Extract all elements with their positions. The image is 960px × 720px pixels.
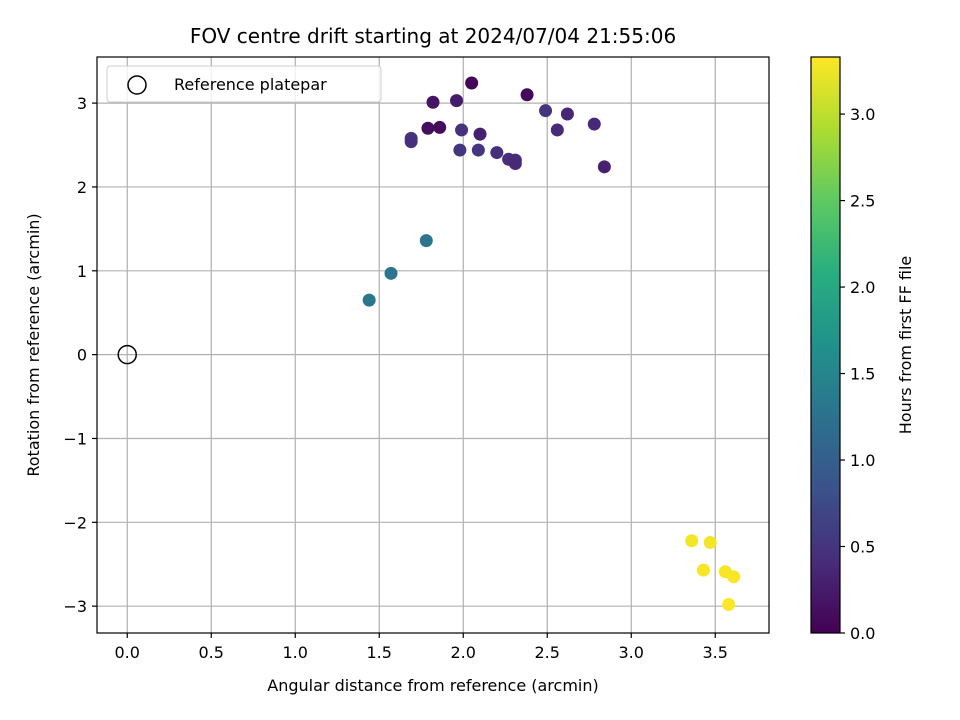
data-point [362, 293, 376, 307]
data-point [550, 123, 564, 137]
data-point [384, 266, 398, 280]
plot-frame [96, 56, 770, 634]
data-point [471, 143, 485, 157]
data-point [419, 234, 433, 248]
data-point [539, 104, 553, 118]
y-tick-label: 3 [77, 94, 87, 113]
y-tick-label: −1 [63, 429, 87, 448]
data-point [453, 143, 467, 157]
data-point [450, 94, 464, 108]
x-tick-label: 1.5 [367, 643, 392, 662]
data-point [597, 160, 611, 174]
legend: Reference platepar [106, 65, 382, 103]
colorbar-tick-label: 3.0 [850, 105, 875, 124]
plot-background [97, 57, 769, 633]
y-axis-title: Rotation from reference (arcmin) [24, 213, 43, 476]
grid-lines [97, 57, 769, 633]
y-tick-label: 0 [77, 346, 87, 365]
data-point [587, 117, 601, 131]
data-point [465, 76, 479, 90]
plot-area: 0.0 0.5 1.0 1.5 2.0 2.5 3.0 3.5 −3 −2 −1 0 1 2 3 Refe… [63, 56, 770, 662]
colorbar-tick-label: 2.5 [850, 192, 875, 211]
colorbar-tick-label: 1.0 [850, 451, 875, 470]
x-tick-label: 1.0 [283, 643, 308, 662]
data-point [508, 156, 522, 170]
x-axis-ticks: 0.0 0.5 1.0 1.5 2.0 2.5 3.0 3.5 [115, 633, 728, 662]
colorbar-ticks: 0.0 0.5 1.0 1.5 2.0 2.5 3.0 [840, 105, 875, 643]
data-point [490, 146, 504, 160]
colorbar-gradient [811, 57, 840, 633]
colorbar-label: Hours from first FF file [896, 256, 915, 435]
x-tick-label: 0.5 [199, 643, 224, 662]
data-point [520, 88, 534, 102]
y-tick-label: −3 [63, 597, 87, 616]
y-tick-label: 2 [77, 178, 87, 197]
colorbar: 0.0 0.5 1.0 1.5 2.0 2.5 3.0 Hours from first F… [810, 56, 915, 643]
x-tick-label: 2.5 [535, 643, 560, 662]
data-point [703, 535, 717, 549]
data-point [426, 95, 440, 109]
data-point [455, 123, 469, 137]
legend-label: Reference platepar [174, 75, 327, 94]
colorbar-tick-label: 0.0 [850, 624, 875, 643]
chart-title: FOV centre drift starting at 2024/07/04 … [190, 24, 676, 48]
reference-point-marker [117, 344, 137, 365]
data-points [362, 76, 741, 611]
legend-marker [127, 75, 147, 95]
data-point [722, 597, 736, 611]
colorbar-frame [810, 56, 841, 634]
x-tick-label: 2.0 [451, 643, 476, 662]
data-point [685, 534, 699, 548]
colorbar-tick-label: 2.0 [850, 278, 875, 297]
data-point [404, 135, 418, 149]
y-tick-label: −2 [63, 513, 87, 532]
y-axis-ticks: −3 −2 −1 0 1 2 3 [63, 94, 97, 616]
x-axis-title: Angular distance from reference (arcmin) [267, 676, 598, 695]
y-tick-label: 1 [77, 262, 87, 281]
data-point [696, 563, 710, 577]
colorbar-tick-label: 1.5 [850, 365, 875, 384]
data-point [560, 107, 574, 121]
x-tick-label: 3.0 [619, 643, 644, 662]
data-point [727, 570, 741, 584]
data-point [421, 121, 435, 135]
data-point [433, 120, 447, 134]
x-tick-label: 0.0 [115, 643, 140, 662]
colorbar-tick-label: 0.5 [850, 538, 875, 557]
x-tick-label: 3.5 [703, 643, 728, 662]
legend-box [106, 65, 382, 103]
data-point [473, 127, 487, 141]
